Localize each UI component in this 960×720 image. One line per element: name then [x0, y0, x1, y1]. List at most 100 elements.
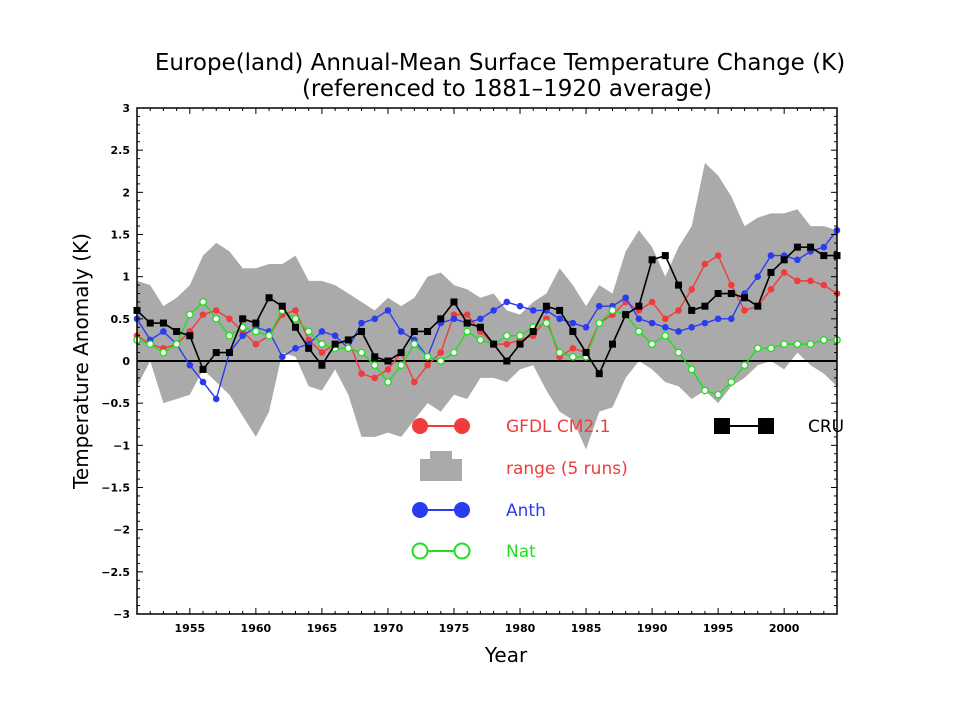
nat-point	[212, 314, 221, 323]
legend-cru-marker-left	[714, 418, 730, 434]
anth-point	[767, 252, 775, 259]
cru-point	[265, 294, 273, 302]
anth-point	[569, 319, 577, 327]
x-tick-label: 1985	[571, 622, 602, 635]
anth-point	[397, 328, 405, 335]
anth-point	[331, 332, 339, 340]
cru-point	[780, 256, 788, 264]
cru-point	[807, 243, 815, 251]
cru-point	[358, 327, 366, 335]
nat-point	[476, 336, 485, 344]
x-tick-label: 1990	[637, 622, 668, 635]
anth-point	[635, 315, 643, 323]
nat-point	[753, 344, 762, 353]
cru-point	[820, 252, 828, 260]
nat-point	[714, 390, 722, 399]
cru-point	[437, 315, 445, 323]
x-tick-label: 1975	[439, 622, 470, 635]
legend-range-swatch	[420, 451, 462, 481]
anth-point	[622, 294, 629, 302]
y-tick-label: 2	[122, 186, 130, 199]
nat-point	[568, 352, 577, 361]
anth-point	[278, 353, 286, 361]
y-tick-label: −0.5	[101, 397, 130, 410]
gfdl-point	[688, 286, 696, 293]
nat-point	[793, 340, 802, 348]
cru-point	[424, 327, 432, 335]
anth-point	[688, 323, 696, 331]
anth-point	[595, 302, 603, 310]
chart-subtitle: (referenced to 1881–1920 average)	[302, 76, 712, 102]
cru-point	[331, 340, 339, 348]
x-tick-label: 2000	[769, 622, 800, 635]
cru-point	[635, 302, 643, 310]
nat-point	[450, 348, 458, 357]
x-tick-label: 1995	[703, 622, 734, 635]
anth-point	[318, 328, 326, 335]
gfdl-point	[292, 307, 299, 314]
x-tick-label: 1965	[307, 622, 338, 635]
cru-point	[225, 349, 233, 357]
anth-point	[820, 243, 828, 251]
gfdl-point	[767, 286, 775, 293]
gfdl-point	[701, 260, 709, 268]
y-tick-label: −1	[113, 439, 130, 452]
anth-point	[582, 323, 590, 331]
y-tick-label: −2.5	[101, 566, 130, 579]
anth-point	[292, 345, 299, 352]
y-tick-label: 1	[122, 271, 130, 284]
cru-point	[675, 281, 683, 289]
anth-point	[662, 323, 669, 331]
x-tick-label: 1970	[373, 622, 404, 635]
anth-point	[371, 315, 379, 323]
nat-point	[265, 331, 273, 340]
x-tick-label: 1955	[175, 622, 206, 635]
gfdl-point	[252, 340, 260, 348]
cru-point	[186, 332, 194, 340]
anth-point	[503, 298, 511, 306]
gfdl-point	[820, 281, 828, 289]
cru-point	[608, 340, 616, 348]
gfdl-point	[384, 366, 392, 373]
cru-point	[476, 323, 484, 331]
anth-point	[358, 319, 365, 327]
legend-nat-label: Nat	[506, 542, 536, 562]
x-axis-label: Year	[484, 643, 528, 667]
gfdl-point	[437, 349, 445, 356]
gfdl-point	[648, 298, 656, 306]
gfdl-point	[675, 307, 682, 314]
anth-point	[701, 319, 709, 327]
cru-point	[741, 294, 749, 302]
gfdl-point	[569, 345, 577, 352]
gfdl-point	[371, 374, 379, 382]
series-nat	[133, 298, 841, 399]
nat-point	[555, 348, 564, 357]
legend-gfdl-label: GFDL CM2.1	[506, 417, 611, 437]
nat-point	[410, 340, 419, 348]
cru-point	[490, 340, 498, 348]
nat-point	[397, 361, 406, 370]
legend-nat-marker-left	[411, 542, 429, 560]
cru-point	[344, 336, 352, 344]
nat-point	[304, 327, 313, 336]
gfdl-point	[662, 315, 669, 323]
gfdl-point	[714, 252, 722, 259]
nat-point	[687, 365, 696, 374]
legend-gfdl-marker-right	[454, 418, 470, 434]
y-axis-label: Temperature Anomaly (K)	[69, 233, 93, 490]
legend-cru-marker-right	[758, 418, 774, 434]
y-tick-label: 1.5	[111, 229, 131, 242]
cru-point	[278, 302, 286, 310]
anth-point	[648, 319, 656, 327]
nat-point	[635, 327, 643, 336]
anth-point	[477, 315, 484, 323]
nat-point	[806, 340, 815, 348]
anth-point	[754, 273, 762, 280]
cru-point	[661, 252, 669, 260]
cru-point	[212, 349, 220, 357]
cru-point	[648, 256, 656, 264]
nat-point	[502, 331, 511, 340]
nat-point	[436, 357, 445, 365]
nat-point	[780, 340, 789, 348]
nat-point	[291, 314, 300, 323]
